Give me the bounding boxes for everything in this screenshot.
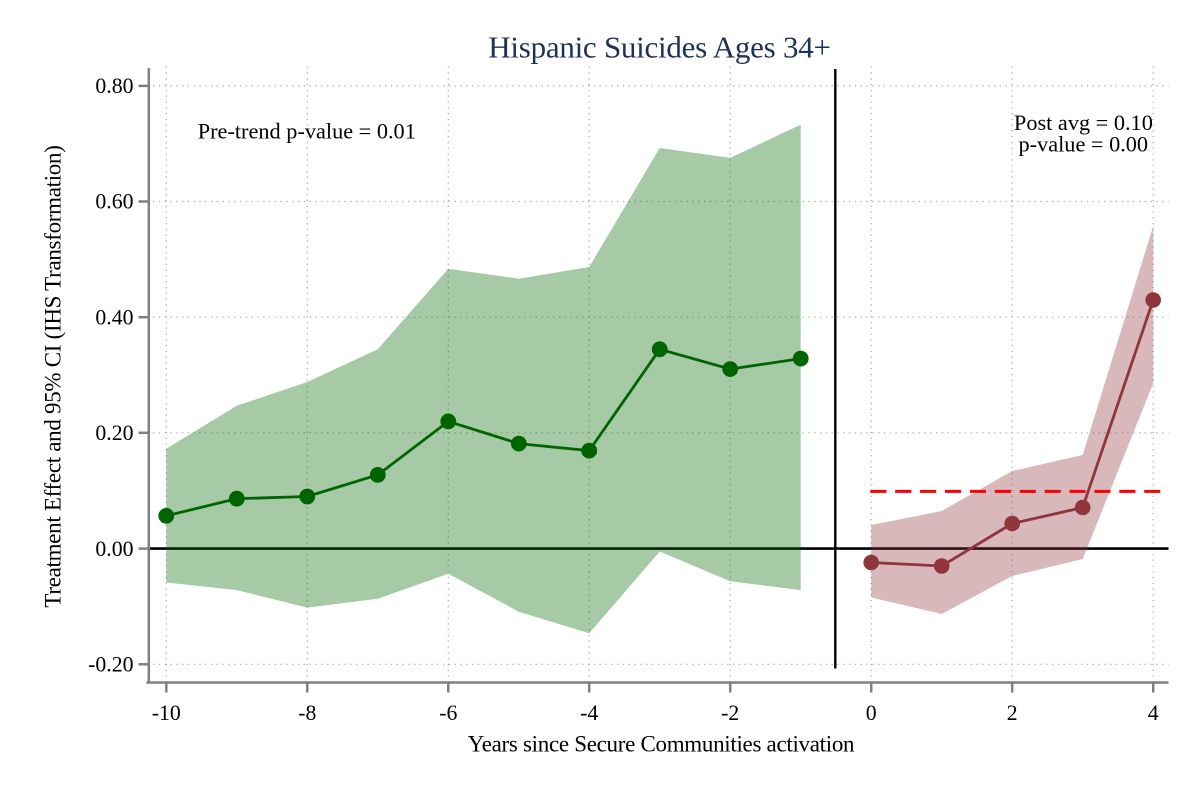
svg-text:-6: -6: [439, 701, 457, 725]
svg-text:0.00: 0.00: [95, 537, 133, 561]
svg-text:Years since Secure Communities: Years since Secure Communities activatio…: [468, 732, 855, 757]
svg-text:0.40: 0.40: [95, 305, 133, 329]
svg-text:-0.20: -0.20: [88, 653, 134, 677]
svg-text:4: 4: [1148, 701, 1159, 725]
svg-text:Post avg = 0.10: Post avg = 0.10: [1014, 110, 1153, 135]
svg-text:Pre-trend p-value = 0.01: Pre-trend p-value = 0.01: [198, 119, 416, 144]
svg-text:0.20: 0.20: [95, 421, 133, 445]
svg-text:0.80: 0.80: [95, 74, 133, 98]
svg-text:0.60: 0.60: [95, 190, 133, 214]
svg-text:p-value = 0.00: p-value = 0.00: [1018, 132, 1148, 157]
svg-text:-10: -10: [152, 701, 181, 725]
svg-text:-4: -4: [580, 701, 598, 725]
svg-text:2: 2: [1007, 701, 1018, 725]
svg-text:Treatment Effect and 95% CI (I: Treatment Effect and 95% CI (IHS Transfo…: [41, 145, 66, 607]
svg-text:Hispanic Suicides Ages 34+: Hispanic Suicides Ages 34+: [488, 30, 830, 65]
svg-text:-2: -2: [721, 701, 739, 725]
svg-text:0: 0: [866, 701, 877, 725]
svg-text:-8: -8: [298, 701, 316, 725]
